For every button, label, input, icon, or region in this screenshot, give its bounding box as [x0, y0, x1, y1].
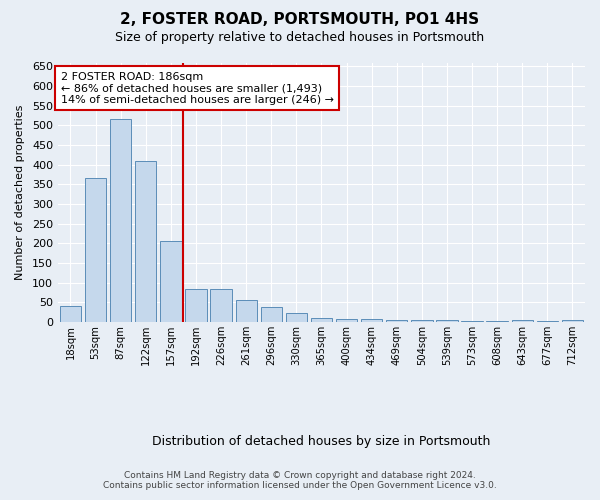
- Bar: [236, 300, 257, 322]
- Bar: [311, 318, 332, 322]
- Text: Size of property relative to detached houses in Portsmouth: Size of property relative to detached ho…: [115, 31, 485, 44]
- Y-axis label: Number of detached properties: Number of detached properties: [15, 104, 25, 280]
- Bar: [336, 319, 357, 322]
- Bar: [135, 161, 157, 322]
- Bar: [185, 290, 206, 322]
- Bar: [85, 178, 106, 322]
- Bar: [536, 321, 558, 322]
- Text: 2, FOSTER ROAD, PORTSMOUTH, PO1 4HS: 2, FOSTER ROAD, PORTSMOUTH, PO1 4HS: [121, 12, 479, 28]
- Bar: [487, 321, 508, 322]
- Text: Contains HM Land Registry data © Crown copyright and database right 2024.
Contai: Contains HM Land Registry data © Crown c…: [103, 470, 497, 490]
- Bar: [386, 320, 407, 322]
- Bar: [512, 320, 533, 322]
- Bar: [211, 290, 232, 322]
- Text: 2 FOSTER ROAD: 186sqm
← 86% of detached houses are smaller (1,493)
14% of semi-d: 2 FOSTER ROAD: 186sqm ← 86% of detached …: [61, 72, 334, 105]
- Bar: [361, 319, 382, 322]
- Bar: [110, 120, 131, 322]
- Bar: [436, 320, 458, 322]
- Bar: [411, 320, 433, 322]
- Bar: [286, 314, 307, 322]
- Bar: [260, 307, 282, 322]
- Bar: [60, 306, 81, 322]
- X-axis label: Distribution of detached houses by size in Portsmouth: Distribution of detached houses by size …: [152, 434, 491, 448]
- Bar: [461, 320, 483, 322]
- Bar: [160, 240, 182, 322]
- Bar: [562, 320, 583, 322]
